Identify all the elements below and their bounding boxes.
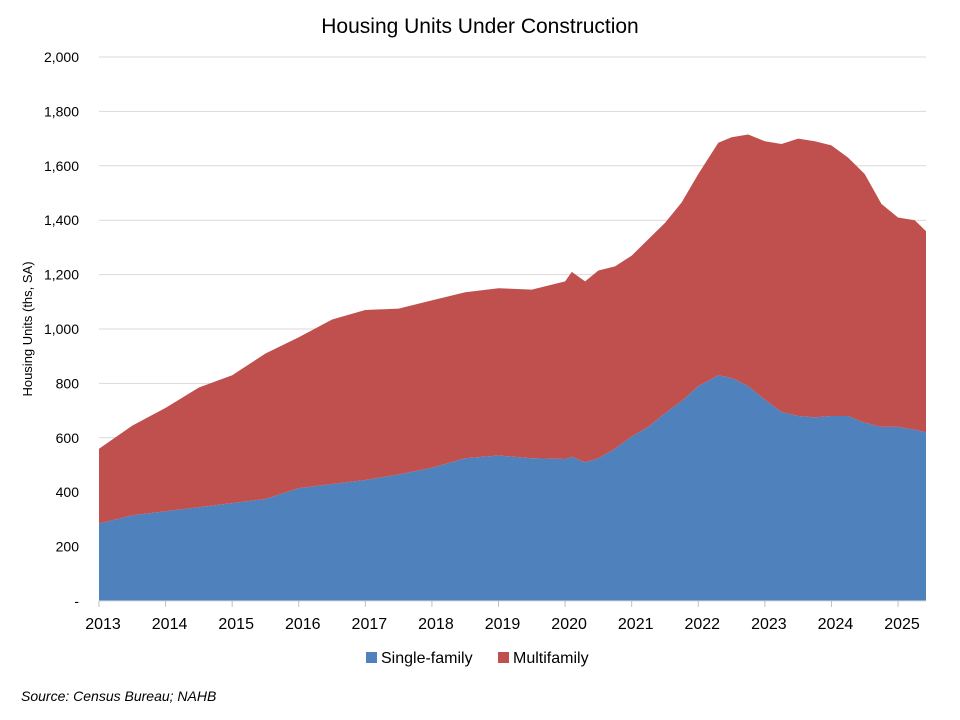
x-tick-label: 2016 <box>285 616 321 633</box>
y-tick-label: 1,600 <box>44 158 79 174</box>
x-tick-label: 2020 <box>551 616 587 633</box>
legend-swatch-multifamily <box>498 652 509 663</box>
area-multifamily <box>99 134 926 524</box>
legend-label-single-family: Single-family <box>381 650 473 667</box>
y-tick-label: 1,800 <box>44 103 79 119</box>
chart-title: Housing Units Under Construction <box>321 15 638 38</box>
x-tick-label: 2013 <box>85 616 121 633</box>
x-tick-label: 2022 <box>684 616 720 633</box>
y-tick-label: 400 <box>56 484 80 500</box>
y-tick-label: - <box>74 593 79 609</box>
y-tick-label: 600 <box>56 430 80 446</box>
legend-label-multifamily: Multifamily <box>513 650 589 667</box>
area-layer <box>99 134 926 601</box>
source-note: Source: Census Bureau; NAHB <box>21 688 216 704</box>
x-tick-label: 2014 <box>152 616 188 633</box>
y-tick-label: 1,000 <box>44 321 79 337</box>
x-tick-label: 2018 <box>418 616 454 633</box>
y-axis-label: Housing Units (ths, SA) <box>20 261 35 396</box>
legend: Single-family Multifamily <box>366 650 589 667</box>
x-tick-label: 2015 <box>218 616 254 633</box>
axis-layer: - 200 400 600 800 1,000 1,200 1,400 1,600 1,800 2,… <box>44 49 926 633</box>
y-tick-label: 1,200 <box>44 267 79 283</box>
x-tick-label: 2024 <box>818 616 854 633</box>
x-tick-label: 2017 <box>352 616 388 633</box>
y-tick-label: 2,000 <box>44 49 79 65</box>
legend-swatch-single-family <box>366 652 377 663</box>
y-tick-label: 200 <box>56 539 80 555</box>
x-tick-label: 2025 <box>884 616 920 633</box>
area-single-family <box>99 375 926 601</box>
x-tick-label: 2019 <box>485 616 521 633</box>
x-tick-label: 2023 <box>751 616 787 633</box>
x-tick-label: 2021 <box>618 616 654 633</box>
y-tick-label: 800 <box>56 375 80 391</box>
y-tick-label: 1,400 <box>44 212 79 228</box>
